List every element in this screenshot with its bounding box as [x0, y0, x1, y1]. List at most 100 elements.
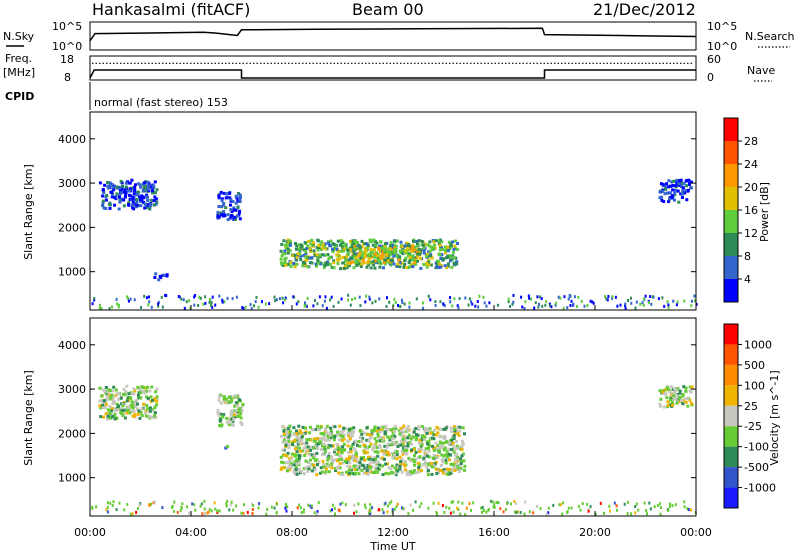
heat-cell — [349, 468, 353, 472]
heat-cell — [324, 247, 328, 251]
heat-cell — [437, 239, 441, 243]
heat-cell — [445, 266, 449, 270]
heat-cell — [455, 468, 459, 471]
heat-cell-near — [300, 511, 303, 514]
heat-cell-near — [659, 506, 662, 510]
heat-cell-near — [371, 301, 374, 305]
heat-cell — [458, 469, 462, 473]
heat-cell-near — [548, 302, 551, 306]
heat-cell — [139, 195, 143, 199]
heat-cell — [352, 472, 356, 476]
heat-cell — [369, 266, 373, 270]
heat-cell — [422, 246, 426, 250]
heat-cell — [337, 458, 341, 461]
heat-cell-near — [364, 300, 367, 304]
heat-cell — [227, 400, 231, 404]
heat-cell-near — [666, 300, 669, 304]
heat-cell — [331, 247, 334, 251]
heat-cell — [307, 438, 311, 441]
heat-cell — [438, 248, 442, 252]
heat-cell-near — [332, 503, 335, 507]
heat-cell-near — [182, 298, 185, 302]
heat-cell-near — [203, 499, 206, 503]
heat-cell — [331, 444, 335, 448]
heat-cell — [379, 240, 383, 244]
heat-cell-near — [453, 297, 456, 301]
heat-cell — [423, 454, 427, 458]
heat-cell — [418, 465, 422, 468]
heat-cell — [347, 450, 350, 454]
heat-cell — [319, 437, 322, 441]
heat-cell — [332, 246, 336, 250]
heat-cell — [670, 392, 674, 396]
heat-cell-near — [583, 304, 586, 308]
heat-cell — [325, 462, 329, 466]
heat-cell — [658, 190, 662, 194]
heat-cell — [411, 245, 415, 249]
heat-cell-near — [95, 505, 98, 509]
heat-cell — [292, 432, 296, 436]
heat-cell — [419, 443, 423, 447]
heat-cell-near — [648, 301, 650, 305]
heat-cell-near — [276, 502, 278, 506]
ytick-label: 4000 — [58, 339, 86, 352]
noise-panel-frame — [89, 21, 697, 51]
heat-cell — [98, 404, 102, 408]
heat-cell — [358, 463, 362, 467]
heat-cell-near — [204, 511, 206, 515]
heat-cell — [664, 184, 668, 188]
heat-cell — [132, 409, 136, 413]
heat-cell — [216, 409, 220, 413]
heat-cell — [426, 469, 430, 472]
heat-cell — [449, 467, 453, 471]
heat-cell — [288, 239, 292, 243]
heat-cell-near — [420, 502, 423, 506]
heat-cell — [135, 407, 139, 411]
heat-cell — [113, 203, 117, 207]
heat-cell — [347, 434, 351, 438]
heat-cell-near — [485, 510, 488, 514]
heat-cell — [336, 430, 340, 434]
heat-cell — [220, 205, 224, 209]
heat-cell — [393, 424, 397, 428]
xtick-label: 04:00 — [175, 526, 207, 539]
heat-cell — [136, 385, 140, 389]
heat-cell — [134, 405, 137, 408]
heat-cell — [101, 194, 105, 198]
heat-cell — [326, 253, 330, 256]
heat-cell — [664, 187, 668, 191]
heat-cell-near — [687, 508, 690, 511]
heat-cell-near — [650, 302, 653, 306]
heat-cell — [217, 205, 221, 208]
heat-cell — [231, 419, 235, 423]
heat-cell — [304, 250, 308, 254]
heat-cell-near — [586, 304, 589, 308]
heat-cell-near — [264, 302, 267, 306]
heat-cell-near — [459, 512, 462, 516]
heat-cell-near — [221, 300, 224, 304]
heat-cell — [323, 264, 327, 267]
heat-cell-near — [275, 298, 278, 302]
heat-cell — [449, 426, 453, 430]
heat-cell — [400, 449, 404, 453]
heat-cell — [300, 438, 304, 442]
heat-cell — [323, 445, 327, 449]
heat-cell-near — [408, 301, 411, 305]
heat-cell — [355, 255, 359, 259]
heat-cell — [362, 261, 366, 265]
heat-cell — [417, 248, 421, 252]
heat-cell-near — [93, 298, 96, 302]
heat-cell-near — [194, 294, 196, 297]
heat-cell-near — [468, 297, 471, 301]
heat-cell — [321, 444, 324, 448]
heat-cell — [309, 463, 313, 466]
heat-cell-near — [126, 503, 129, 506]
heat-cell-near — [278, 297, 281, 301]
heat-cell — [405, 452, 409, 456]
heat-cell — [330, 458, 334, 462]
heat-cell — [322, 463, 326, 466]
heat-cell — [135, 398, 139, 402]
heat-cell — [141, 189, 145, 193]
heat-cell-near — [534, 301, 537, 305]
heat-cell — [229, 203, 232, 207]
